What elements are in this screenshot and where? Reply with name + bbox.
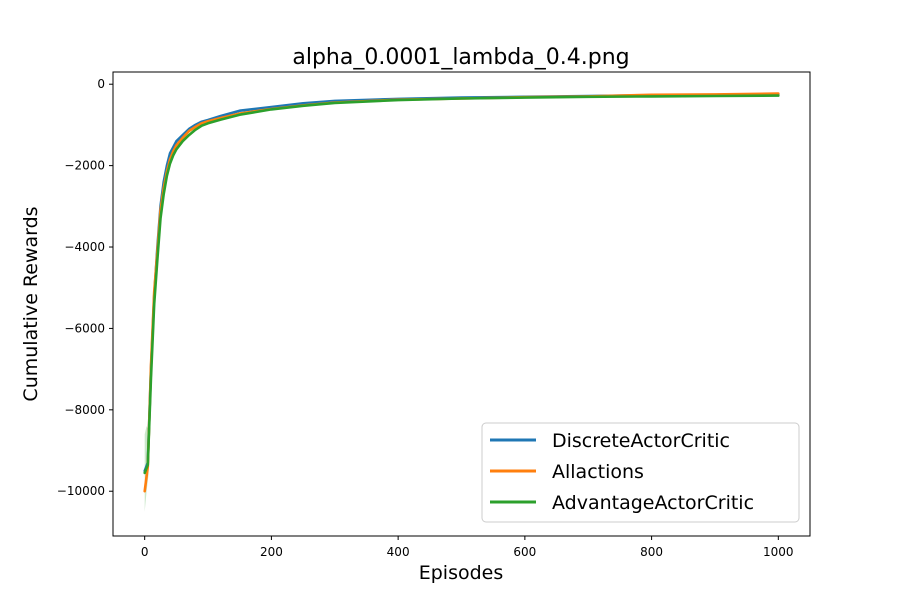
- legend-box: [481, 422, 800, 523]
- y-tick-label: −2000: [64, 159, 105, 173]
- y-axis: 0 −2000 −4000 −6000 −8000 −10000: [57, 77, 113, 498]
- y-tick-label: −8000: [64, 403, 105, 417]
- plot-frame: [112, 71, 811, 537]
- y-axis-label: Cumulative Rewards: [20, 206, 42, 401]
- x-tick-label: 800: [640, 545, 663, 559]
- series-line-advantageactorcritic: [143, 94, 780, 475]
- y-tick-label: −6000: [64, 321, 105, 335]
- plot-area: [143, 92, 780, 512]
- y-tick-label: −4000: [64, 240, 105, 254]
- x-tick-label: 200: [260, 545, 283, 559]
- x-tick-label: 400: [387, 545, 410, 559]
- legend: DiscreteActorCritic Allactions AdvantageAc…: [481, 422, 800, 523]
- chart-title: alpha_0.0001_lambda_0.4.png: [292, 45, 629, 70]
- y-tick-label: −10000: [57, 484, 105, 498]
- legend-label: Allactions: [552, 461, 644, 483]
- legend-label: DiscreteActorCritic: [552, 430, 730, 452]
- legend-label: AdvantageActorCritic: [552, 492, 754, 514]
- x-tick-label: 0: [141, 545, 149, 559]
- x-tick-label: 600: [513, 545, 536, 559]
- y-tick-label: 0: [97, 77, 105, 91]
- x-axis: 0 200 400 600 800 1000: [141, 536, 794, 559]
- x-axis-label: Episodes: [419, 562, 504, 584]
- x-tick-label: 1000: [763, 545, 794, 559]
